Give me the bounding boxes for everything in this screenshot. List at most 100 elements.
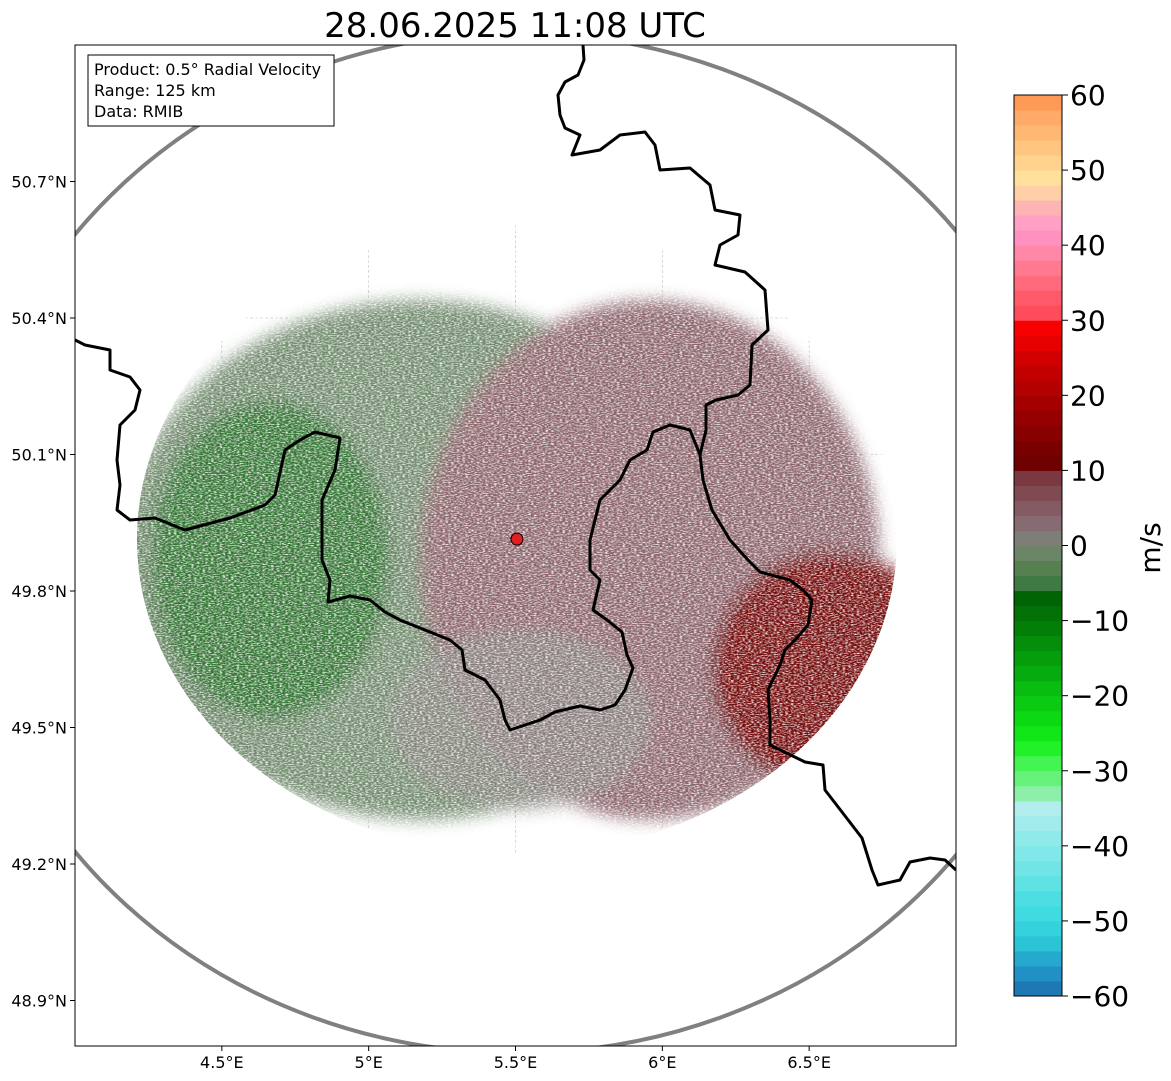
colorbar-band bbox=[1014, 290, 1062, 306]
colorbar-band bbox=[1014, 590, 1062, 607]
colorbar-band bbox=[1014, 260, 1062, 276]
colorbar-band bbox=[1014, 695, 1062, 712]
colorbar-tick-label: −10 bbox=[1070, 605, 1129, 638]
colorbar-tick-label: 10 bbox=[1070, 454, 1106, 487]
colorbar-band bbox=[1014, 335, 1062, 351]
echo-edge-mask bbox=[75, 45, 956, 1046]
colorbar-band bbox=[1014, 635, 1062, 652]
colorbar-band bbox=[1014, 650, 1062, 667]
colorbar-band bbox=[1014, 425, 1062, 441]
colorbar-band bbox=[1014, 485, 1062, 501]
colorbar-band bbox=[1014, 110, 1062, 126]
colorbar-band bbox=[1014, 560, 1062, 577]
colorbar-tick-label: −60 bbox=[1070, 980, 1129, 1013]
colorbar-tick-label: 50 bbox=[1070, 154, 1106, 187]
colorbar-band bbox=[1014, 950, 1062, 967]
colorbar-band bbox=[1014, 710, 1062, 727]
country-borders bbox=[75, 45, 956, 887]
colorbar-ticks: −60 −50 −40 −30 −20 −10 0 10 20 30 40 50 60 bbox=[1062, 79, 1129, 1013]
colorbar-band bbox=[1014, 230, 1062, 246]
colorbar-band bbox=[1014, 410, 1062, 426]
colorbar-band bbox=[1014, 920, 1062, 937]
y-tick-label: 50.4°N bbox=[11, 309, 67, 328]
colorbar-tick-label: 30 bbox=[1070, 304, 1106, 337]
velocity-field bbox=[75, 45, 956, 1046]
colorbar-band bbox=[1014, 815, 1062, 832]
colorbar-band bbox=[1014, 380, 1062, 396]
chart-title: 28.06.2025 11:08 UTC bbox=[324, 6, 706, 46]
colorbar-band bbox=[1014, 785, 1062, 802]
colorbar-band bbox=[1014, 125, 1062, 141]
x-axis: 4.5°E 5°E 5.5°E 6°E 6.5°E bbox=[200, 1046, 831, 1072]
x-tick-label: 6°E bbox=[648, 1053, 676, 1072]
colorbar-label: m/s bbox=[1134, 522, 1167, 573]
colorbar-band bbox=[1014, 725, 1062, 742]
colorbar-band bbox=[1014, 965, 1062, 982]
colorbar-band bbox=[1014, 350, 1062, 366]
colorbar-band bbox=[1014, 275, 1062, 291]
info-product: Product: 0.5° Radial Velocity bbox=[94, 60, 321, 79]
colorbar-band bbox=[1014, 575, 1062, 592]
colorbar-tick-label: 40 bbox=[1070, 229, 1106, 262]
colorbar-tick-label: −30 bbox=[1070, 755, 1129, 788]
colorbar-band bbox=[1014, 845, 1062, 862]
y-tick-label: 49.5°N bbox=[11, 719, 67, 738]
colorbar-band bbox=[1014, 770, 1062, 787]
colorbar-band bbox=[1014, 890, 1062, 907]
info-source: Data: RMIB bbox=[94, 102, 183, 121]
colorbar-band bbox=[1014, 935, 1062, 952]
x-tick-label: 4.5°E bbox=[200, 1053, 244, 1072]
colorbar-band bbox=[1014, 440, 1062, 456]
x-tick-label: 6.5°E bbox=[787, 1053, 831, 1072]
colorbar-band bbox=[1014, 395, 1062, 411]
colorbar-band bbox=[1014, 320, 1062, 336]
colorbar-bands bbox=[1014, 95, 1062, 997]
info-box-frame bbox=[87, 54, 335, 127]
colorbar-band bbox=[1014, 245, 1062, 261]
colorbar-band bbox=[1014, 860, 1062, 877]
colorbar-tick-label: 20 bbox=[1070, 379, 1106, 412]
colorbar-band bbox=[1014, 155, 1062, 171]
colorbar: −60 −50 −40 −30 −20 −10 0 10 20 30 40 50 60 m/s bbox=[1013, 79, 1167, 1013]
colorbar-band bbox=[1014, 875, 1062, 892]
info-range: Range: 125 km bbox=[94, 81, 216, 100]
x-tick-label: 5.5°E bbox=[494, 1053, 538, 1072]
radar-site-marker bbox=[510, 532, 524, 546]
colorbar-band bbox=[1014, 665, 1062, 682]
colorbar-band bbox=[1014, 830, 1062, 847]
y-tick-label: 48.9°N bbox=[11, 992, 67, 1011]
colorbar-band bbox=[1014, 365, 1062, 381]
colorbar-tick-label: −50 bbox=[1070, 905, 1129, 938]
colorbar-band bbox=[1014, 185, 1062, 201]
x-tick-label: 5°E bbox=[355, 1053, 383, 1072]
colorbar-tick-label: 60 bbox=[1070, 79, 1106, 112]
colorbar-band bbox=[1014, 800, 1062, 817]
colorbar-tick-label: 0 bbox=[1070, 530, 1088, 563]
colorbar-band bbox=[1014, 680, 1062, 697]
colorbar-band bbox=[1014, 620, 1062, 637]
border-belgium-france bbox=[75, 338, 502, 701]
colorbar-band bbox=[1014, 95, 1062, 111]
y-tick-label: 50.7°N bbox=[11, 173, 67, 192]
border-belgium-germany-north bbox=[556, 45, 956, 887]
colorbar-band bbox=[1014, 470, 1062, 486]
colorbar-band bbox=[1014, 605, 1062, 622]
colorbar-band bbox=[1014, 305, 1062, 321]
colorbar-band bbox=[1014, 545, 1062, 562]
colorbar-band bbox=[1014, 170, 1062, 186]
colorbar-tick-label: −40 bbox=[1070, 830, 1129, 863]
colorbar-band bbox=[1014, 455, 1062, 471]
colorbar-band bbox=[1014, 500, 1062, 516]
y-tick-label: 49.8°N bbox=[11, 582, 67, 601]
border-luxembourg bbox=[498, 423, 702, 732]
colorbar-tick-label: −20 bbox=[1070, 680, 1129, 713]
colorbar-band bbox=[1014, 740, 1062, 757]
colorbar-band bbox=[1014, 140, 1062, 156]
colorbar-band bbox=[1014, 515, 1062, 531]
colorbar-band bbox=[1014, 980, 1062, 997]
y-tick-label: 50.1°N bbox=[11, 446, 67, 465]
info-box: Product: 0.5° Radial Velocity Range: 125… bbox=[87, 54, 335, 127]
colorbar-band bbox=[1014, 905, 1062, 922]
colorbar-band bbox=[1014, 215, 1062, 231]
